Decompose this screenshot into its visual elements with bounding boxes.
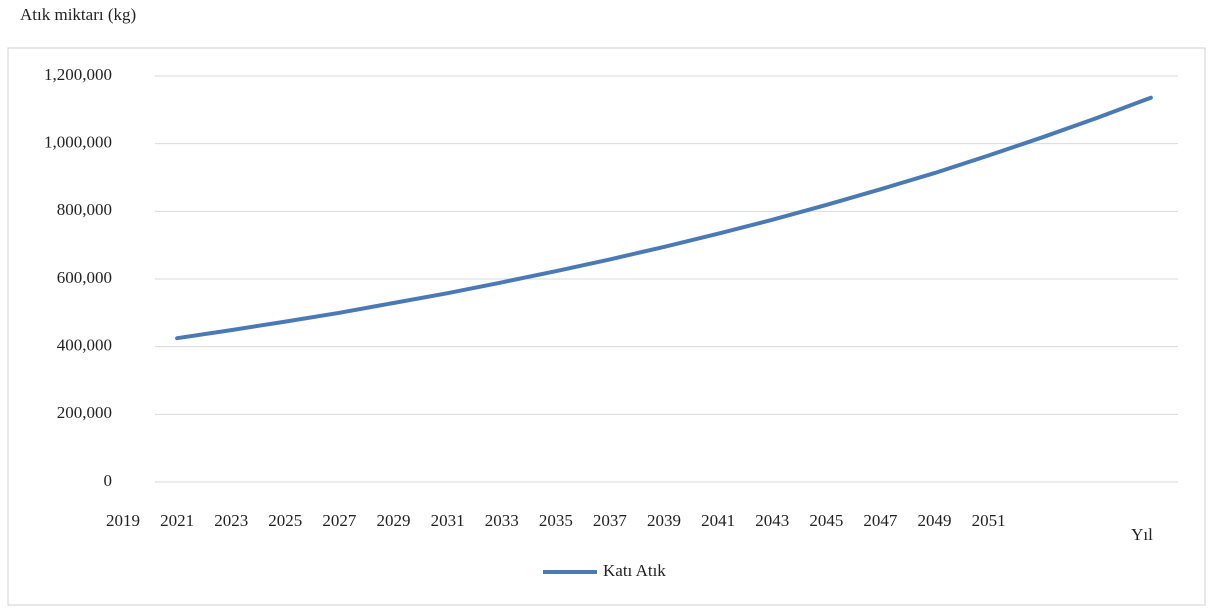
y-tick-label: 200,000	[57, 403, 112, 422]
x-tick-label: 2041	[701, 511, 735, 530]
x-tick-label: 2029	[377, 511, 411, 530]
x-tick-label: 2025	[268, 511, 302, 530]
y-axis-title: Atık miktarı (kg)	[20, 5, 136, 24]
x-tick-label: 2033	[485, 511, 519, 530]
x-tick-label: 2037	[593, 511, 628, 530]
y-tick-label: 1,000,000	[44, 133, 112, 152]
x-axis-title: Yıl	[1131, 525, 1153, 544]
x-tick-label: 2049	[918, 511, 952, 530]
x-tick-label: 2027	[322, 511, 357, 530]
y-tick-label: 800,000	[57, 200, 112, 219]
chart-border	[7, 47, 1206, 606]
x-tick-label: 2021	[160, 511, 194, 530]
y-tick-label: 1,200,000	[44, 65, 112, 84]
x-tick-label: 2039	[647, 511, 681, 530]
x-tick-label: 2045	[809, 511, 843, 530]
y-tick-label: 600,000	[57, 268, 112, 287]
x-tick-label: 2023	[214, 511, 248, 530]
legend-label: Katı Atık	[603, 561, 666, 580]
data-line	[175, 95, 1153, 341]
x-tick-label: 2047	[863, 511, 898, 530]
y-tick-label: 0	[104, 471, 113, 490]
x-tick-label: 2051	[972, 511, 1006, 530]
x-tick-label: 2035	[539, 511, 573, 530]
x-tick-label: 2031	[431, 511, 465, 530]
y-tick-label: 400,000	[57, 336, 112, 355]
x-tick-label: 2043	[755, 511, 789, 530]
x-tick-label: 2019	[106, 511, 140, 530]
